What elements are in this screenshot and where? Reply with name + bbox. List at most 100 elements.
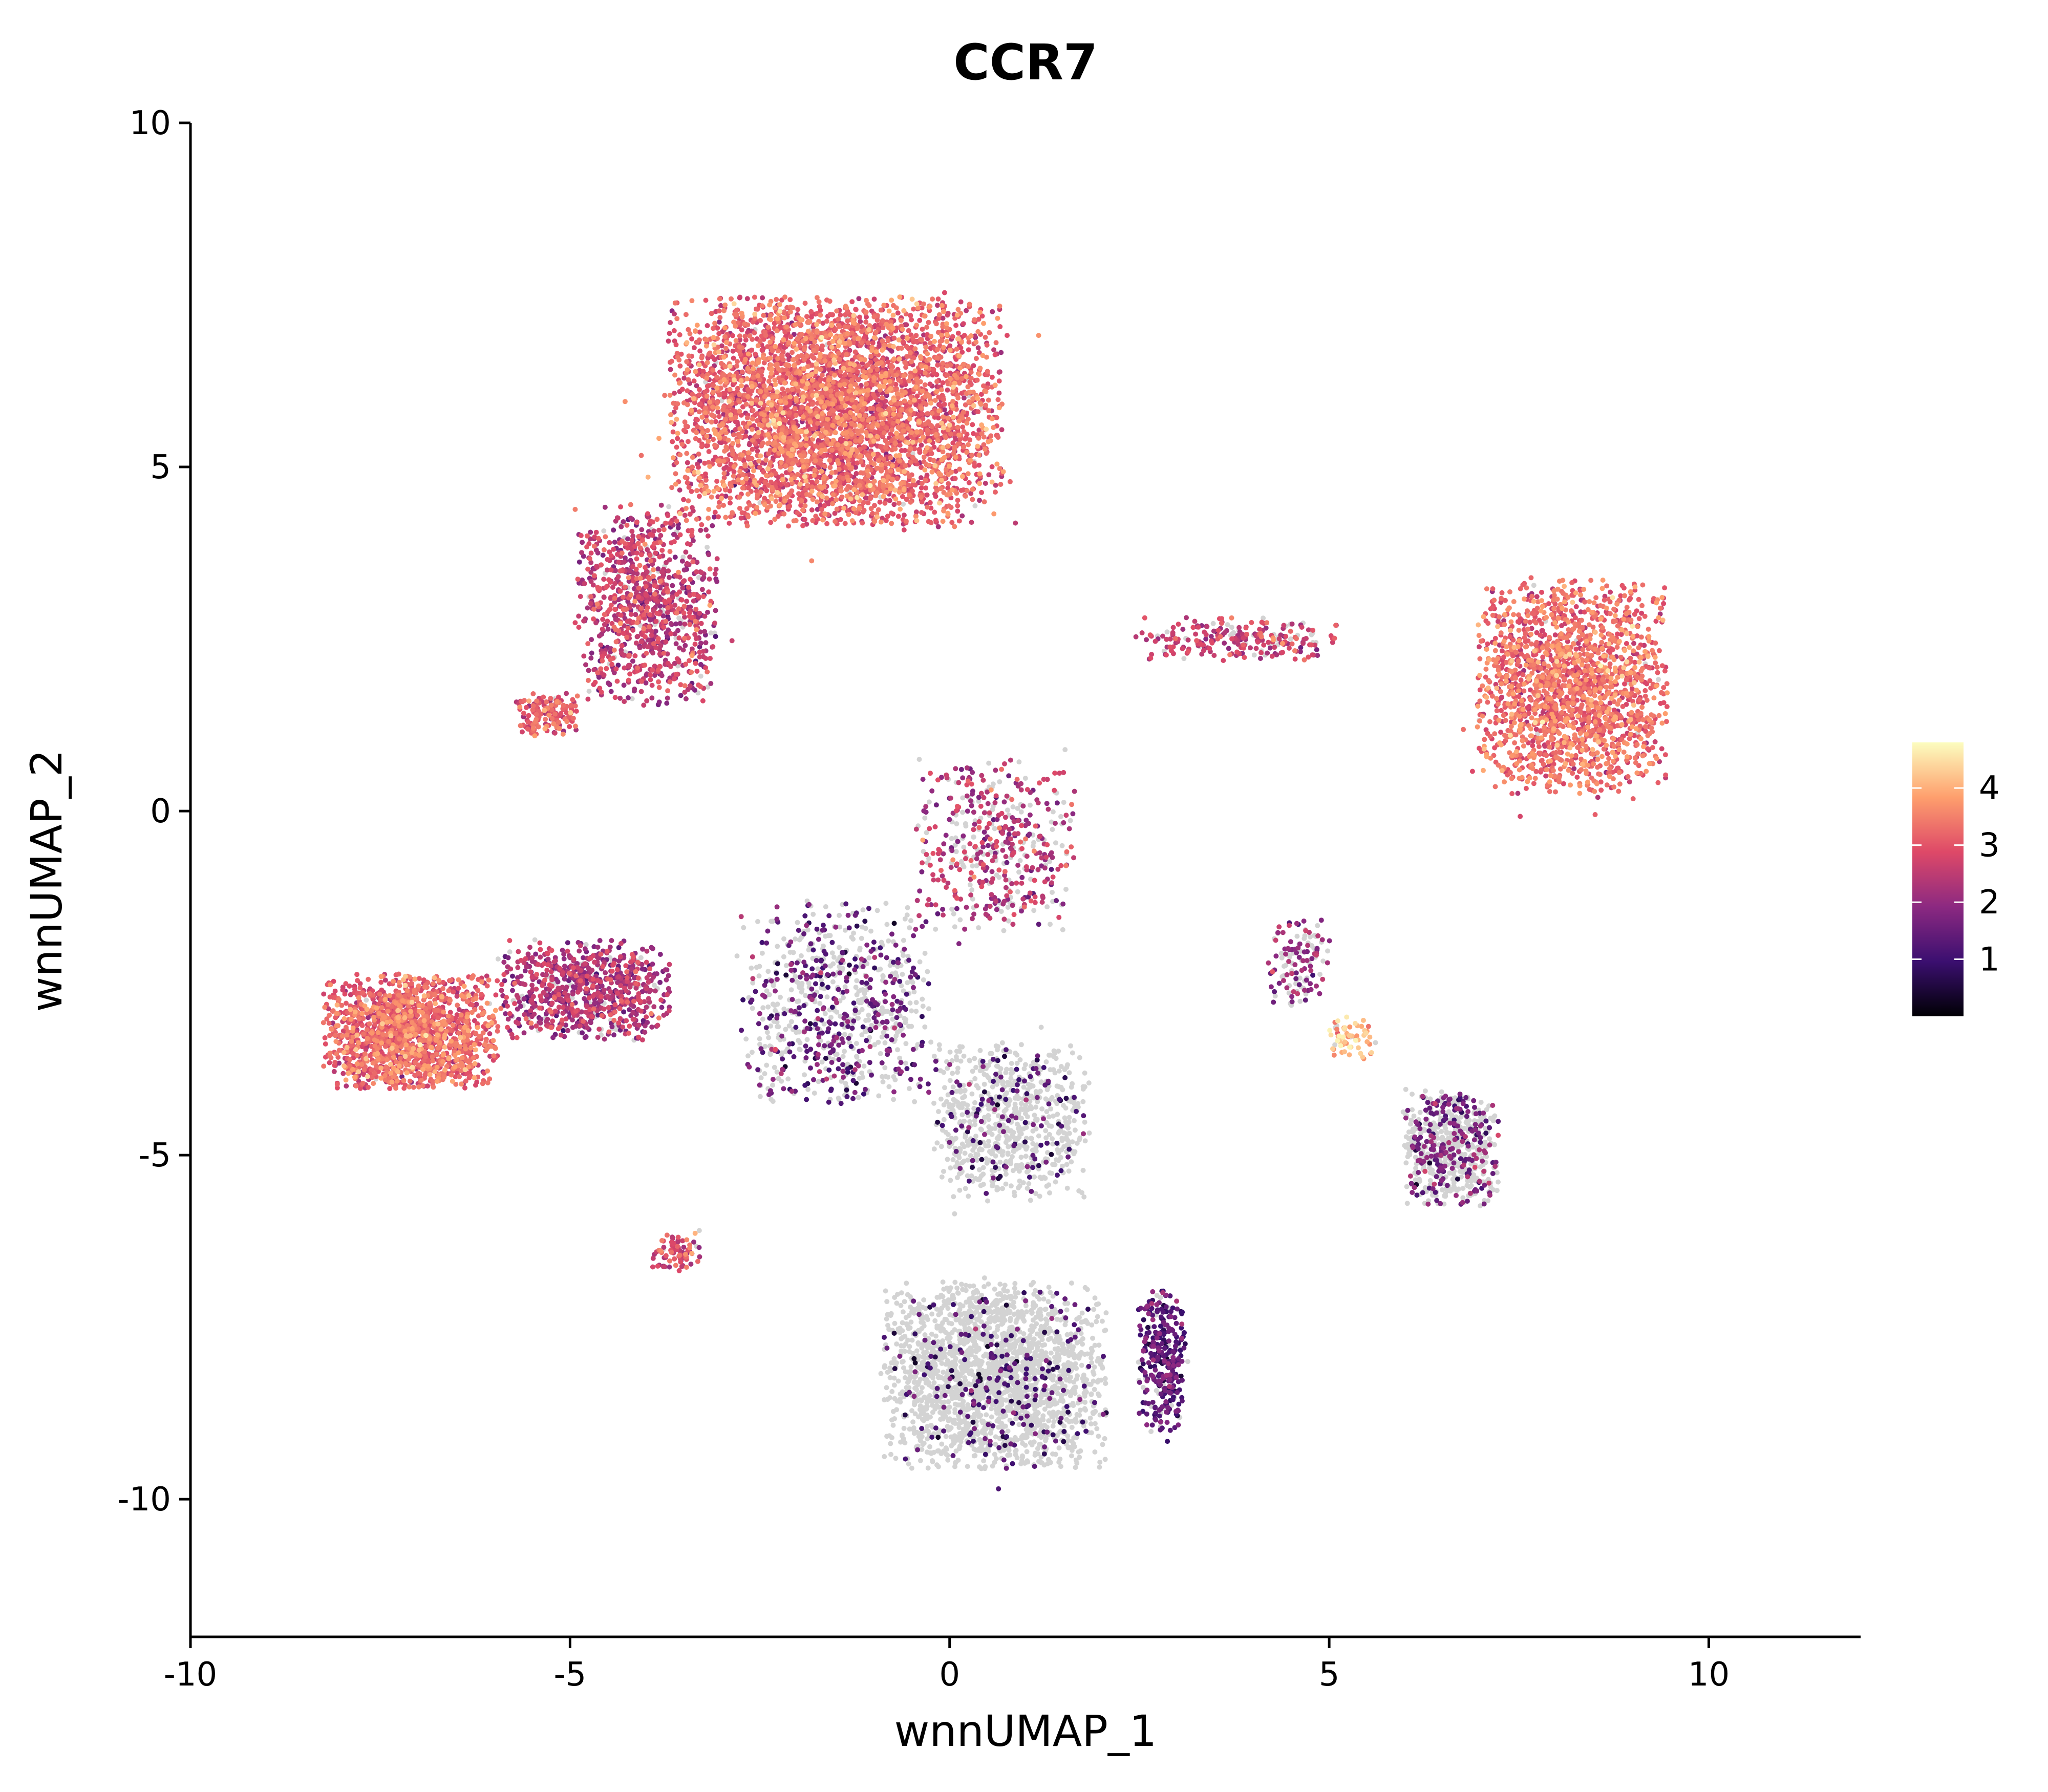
cell-point — [1002, 1443, 1008, 1448]
cell-point — [897, 1055, 903, 1061]
cell-point — [1066, 1070, 1072, 1076]
cell-point — [972, 503, 978, 508]
cell-point — [772, 1064, 777, 1070]
cell-point — [1044, 1321, 1049, 1327]
cell-point — [1033, 1066, 1039, 1071]
cell-point — [1428, 1170, 1434, 1176]
cell-point — [638, 955, 644, 961]
cell-point — [945, 1306, 951, 1311]
cell-point — [1004, 1047, 1009, 1053]
cell-point — [1442, 1123, 1447, 1129]
cell-point — [819, 977, 824, 983]
cell-point — [1004, 1465, 1009, 1471]
cell-point — [941, 1117, 947, 1122]
cell-point — [775, 1001, 780, 1007]
cell-point — [1068, 1374, 1073, 1380]
cell-point — [984, 1412, 989, 1418]
cell-point — [815, 966, 821, 972]
cell-point — [897, 1028, 903, 1033]
cell-point — [1058, 1084, 1064, 1090]
cell-point — [1185, 1359, 1190, 1364]
cell-point — [1034, 1321, 1039, 1327]
cell-point — [1015, 1096, 1020, 1101]
cell-point — [1182, 1330, 1187, 1335]
cell-point — [1005, 1137, 1010, 1142]
cell-point — [995, 1058, 1000, 1063]
cell-point — [908, 1304, 913, 1310]
cell-point — [1013, 1319, 1019, 1325]
cell-point — [969, 887, 975, 892]
cell-point — [1046, 1052, 1052, 1058]
cell-point — [841, 995, 846, 1000]
cell-point — [962, 1326, 968, 1331]
cell-point — [1080, 1167, 1086, 1173]
cell-point — [1018, 1415, 1024, 1421]
cell-point — [957, 917, 963, 923]
cell-point — [874, 908, 880, 913]
cell-point — [993, 1144, 999, 1149]
cell-point — [957, 1410, 963, 1415]
cell-point — [1446, 1135, 1452, 1141]
cell-point — [860, 907, 866, 913]
cell-point — [1053, 1179, 1058, 1185]
cell-point — [743, 1036, 749, 1042]
cell-point — [764, 1030, 770, 1035]
cell-point — [1030, 1147, 1035, 1153]
cell-point — [1175, 1390, 1180, 1395]
cell-point — [992, 1286, 997, 1292]
cell-point — [925, 969, 930, 974]
cell-point — [1092, 1386, 1097, 1392]
cell-point — [911, 1380, 917, 1385]
cell-point — [1060, 1342, 1065, 1348]
cell-point — [1022, 1442, 1028, 1448]
cell-point — [869, 1072, 874, 1078]
cell-point — [1063, 1096, 1069, 1101]
cell-point — [947, 1416, 952, 1422]
cell-point — [762, 1071, 767, 1076]
cell-point — [1101, 1354, 1106, 1359]
cell-point — [944, 1446, 949, 1452]
cell-point — [1320, 958, 1326, 964]
cell-point — [803, 993, 808, 998]
cell-point — [1062, 1296, 1068, 1302]
cell-point — [837, 924, 842, 930]
cell-point — [1281, 964, 1287, 969]
cell-point — [1085, 1307, 1091, 1312]
cell-point — [1172, 1343, 1178, 1349]
cell-point — [825, 972, 830, 977]
cell-point — [1017, 858, 1023, 863]
cell-point — [1035, 1446, 1040, 1452]
cell-point — [1061, 1130, 1066, 1136]
cell-point — [977, 1068, 983, 1074]
cell-point — [929, 1435, 935, 1440]
cell-point — [878, 1371, 884, 1376]
cell-point — [887, 1365, 892, 1371]
cell-point — [976, 1167, 982, 1172]
cell-point — [959, 1337, 965, 1343]
cell-point — [1080, 1419, 1085, 1425]
cell-point — [872, 965, 878, 971]
cell-point — [939, 1375, 944, 1380]
cell-point — [1070, 1347, 1075, 1353]
cell-point — [947, 1404, 952, 1410]
cell-point — [916, 1312, 922, 1317]
cell-point — [1010, 1420, 1015, 1426]
cell-point — [1434, 1110, 1439, 1116]
cell-point — [986, 1306, 992, 1311]
cell-point — [999, 1353, 1005, 1359]
cell-point — [1022, 1062, 1028, 1068]
cell-point — [1010, 804, 1016, 809]
cell-point — [879, 940, 884, 945]
cell-point — [909, 1337, 915, 1343]
cell-point — [885, 1322, 890, 1328]
cell-point — [982, 1081, 987, 1087]
cell-point — [1004, 1434, 1010, 1439]
cell-point — [824, 994, 830, 1000]
cell-point — [778, 994, 783, 1000]
cell-point — [950, 1157, 956, 1162]
cell-point — [1439, 1089, 1444, 1095]
cell-point — [1047, 1326, 1052, 1331]
cell-point — [1494, 1188, 1500, 1193]
cell-point — [909, 1408, 914, 1414]
cell-point — [1058, 1416, 1064, 1421]
